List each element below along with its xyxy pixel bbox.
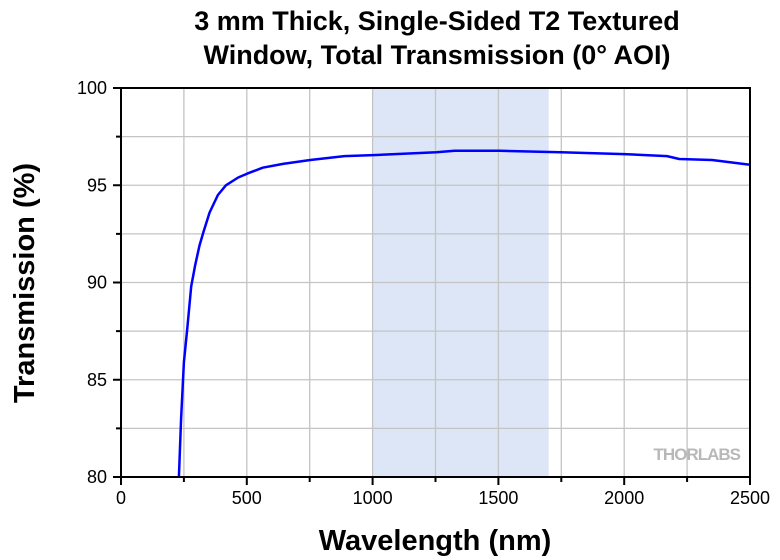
chart-title-line2: Window, Total Transmission (0° AOI) (203, 40, 671, 70)
x-tick-label: 500 (232, 488, 262, 508)
y-tick-label: 100 (77, 78, 107, 98)
y-tick-label: 95 (87, 175, 107, 195)
x-tick-label: 2000 (604, 488, 644, 508)
y-tick-label: 90 (87, 273, 107, 293)
y-axis-label: Transmission (%) (9, 163, 41, 403)
x-tick-label: 1500 (478, 488, 518, 508)
x-tick-label: 2500 (730, 488, 770, 508)
series-line (177, 149, 751, 478)
y-tick-label: 85 (87, 370, 107, 390)
chart-title-line1: 3 mm Thick, Single-Sided T2 Textured (194, 6, 680, 36)
chart-title: 3 mm Thick, Single-Sided T2 Textured Win… (100, 4, 774, 72)
thorlabs-watermark: THORLABS (654, 445, 741, 464)
x-axis-label: Wavelength (nm) (319, 525, 552, 557)
y-tick-label: 80 (87, 467, 107, 487)
x-tick-label: 0 (116, 488, 126, 508)
x-tick-label: 1000 (353, 488, 393, 508)
